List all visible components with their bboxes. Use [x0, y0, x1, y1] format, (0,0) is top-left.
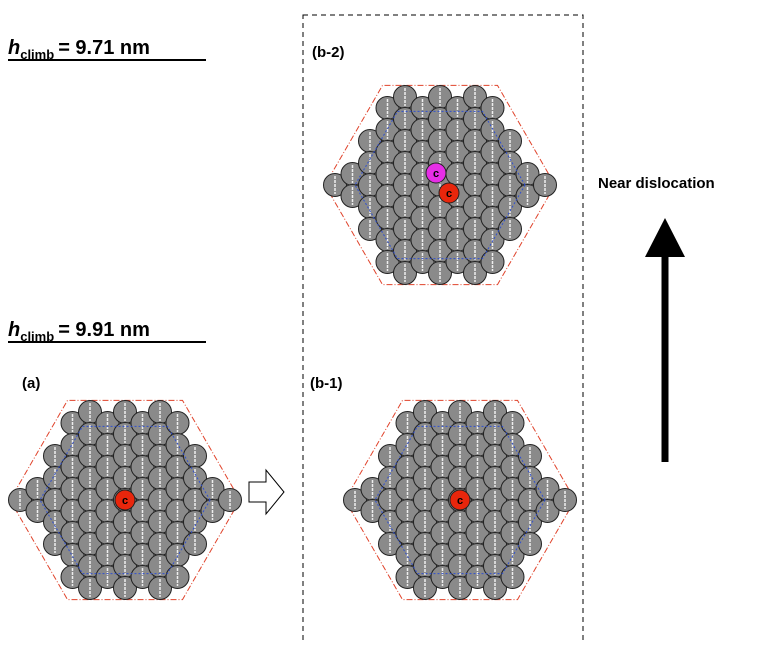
atom-label: c [446, 188, 452, 200]
atom-label: c [457, 495, 463, 507]
cluster: c [344, 400, 577, 599]
hollow-arrow [249, 470, 284, 514]
heading-top: hclimb= 9.71 nm [8, 37, 150, 62]
cluster: cc [324, 85, 557, 284]
symbol: h [8, 319, 20, 341]
arrow-head [645, 218, 685, 257]
atom-label: c [433, 168, 439, 180]
value: = 9.91 nm [58, 319, 150, 341]
panel-label: (b-2) [312, 44, 345, 61]
atom-label: c [122, 495, 128, 507]
heading-bottom: hclimb= 9.91 nm [8, 319, 150, 344]
panel-label: (a) [22, 375, 40, 392]
value: = 9.71 nm [58, 37, 150, 59]
arrow-label: Near dislocation [598, 175, 715, 192]
figure: hclimb= 9.71 nm hclimb= 9.91 nm (a) (b-1… [0, 0, 765, 643]
panel-label: (b-1) [310, 375, 343, 392]
symbol: h [8, 37, 20, 59]
cluster: c [9, 400, 242, 599]
